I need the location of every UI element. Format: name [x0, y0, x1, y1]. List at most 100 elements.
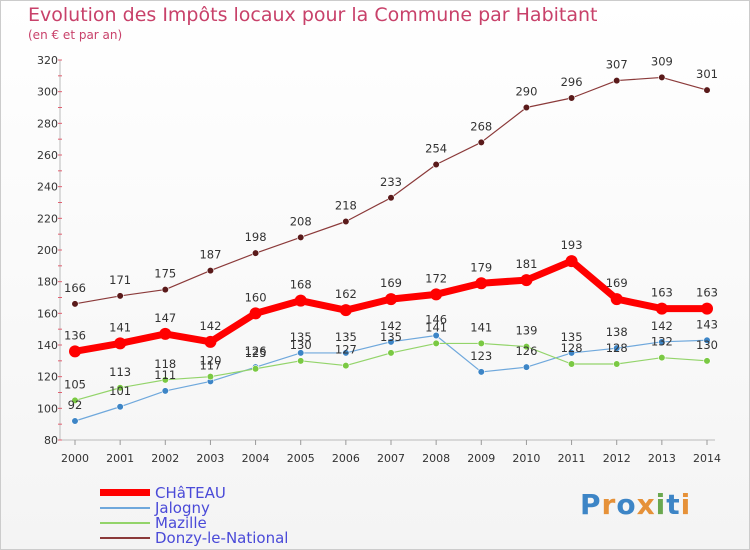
data-label: 172	[425, 271, 447, 285]
data-label: 123	[470, 349, 492, 363]
y-tick-label: 300	[37, 86, 58, 99]
data-point	[658, 354, 666, 362]
data-point	[116, 292, 124, 300]
axes: 80 100 120 140 160 180 200 220 240 260 280 300 320 20…	[37, 54, 721, 465]
data-point	[339, 304, 352, 317]
data-point	[385, 293, 397, 306]
data-label: 135	[335, 330, 357, 344]
legend-swatch	[100, 522, 150, 524]
y-tick-label: 280	[37, 117, 58, 130]
data-label: 296	[561, 75, 583, 89]
y-tick-label: 160	[37, 307, 58, 320]
data-point	[251, 249, 260, 257]
data-point	[161, 285, 169, 294]
data-point	[703, 336, 711, 344]
logo-letter: x	[636, 488, 656, 521]
data-label: 168	[290, 278, 312, 292]
logo-letter: o	[616, 488, 637, 521]
data-point	[116, 403, 124, 411]
data-label: 128	[606, 341, 628, 355]
data-label: 218	[335, 199, 357, 213]
data-label: 169	[606, 276, 628, 290]
logo-letter: i	[680, 488, 692, 521]
x-tick-label: 2010	[512, 452, 540, 465]
data-label: 141	[425, 320, 447, 334]
legend-swatch	[100, 507, 150, 509]
y-tick-label: 320	[37, 54, 58, 67]
legend-label: Mazille	[155, 514, 207, 532]
y-tick-label: 240	[37, 181, 58, 194]
logo-letter: i	[655, 488, 667, 521]
x-tick-label: 2011	[558, 452, 586, 465]
data-label: 135	[380, 330, 402, 344]
data-label: 128	[561, 341, 583, 355]
data-label: 136	[64, 328, 86, 342]
data-label: 113	[109, 365, 131, 379]
data-point	[477, 138, 485, 146]
data-point	[297, 357, 305, 365]
data-label: 290	[515, 85, 537, 99]
legend-swatch	[100, 537, 150, 539]
legend-swatch	[100, 489, 150, 496]
x-tick-label: 2002	[151, 452, 179, 465]
data-point	[387, 349, 395, 357]
x-tick-label: 2001	[106, 452, 134, 465]
data-label: 307	[606, 58, 628, 72]
data-point	[206, 373, 215, 381]
data-point	[613, 360, 621, 368]
y-tick-label: 140	[37, 339, 58, 352]
data-point	[432, 339, 440, 348]
data-label: 208	[290, 214, 312, 228]
y-tick-label: 200	[37, 244, 58, 257]
data-label: 169	[380, 276, 402, 290]
data-label: 141	[470, 320, 492, 334]
data-point	[567, 94, 576, 102]
data-label: 147	[154, 311, 176, 325]
x-tick-label: 2007	[377, 452, 405, 465]
data-point	[658, 338, 666, 346]
data-point	[342, 349, 350, 357]
data-point	[701, 302, 713, 315]
data-label: 141	[109, 320, 131, 334]
data-point	[251, 365, 260, 373]
series-lines	[69, 73, 713, 425]
data-label: 135	[290, 330, 312, 344]
data-label: 130	[696, 338, 718, 352]
data-point	[477, 368, 485, 376]
data-point	[116, 384, 124, 392]
data-label: 163	[651, 286, 673, 300]
data-point	[297, 349, 305, 357]
x-tick-label: 2012	[603, 452, 631, 465]
data-label: 126	[245, 344, 267, 358]
data-label: 92	[68, 398, 83, 412]
data-label: 268	[470, 119, 492, 133]
data-label: 105	[64, 377, 86, 391]
data-label: 132	[651, 335, 673, 349]
data-label: 175	[154, 267, 176, 281]
data-label: 111	[154, 368, 176, 382]
data-point	[159, 327, 172, 340]
data-point	[432, 331, 440, 340]
legend-label: Donzy-le-National	[155, 529, 289, 547]
data-point	[71, 300, 79, 308]
data-label: 181	[515, 257, 537, 271]
data-point	[567, 360, 576, 368]
y-tick-label: 260	[37, 149, 58, 162]
y-tick-label: 80	[44, 434, 58, 447]
data-point	[204, 335, 217, 348]
data-point	[430, 288, 443, 301]
data-label: 254	[425, 142, 447, 156]
data-point	[71, 396, 79, 405]
data-point	[522, 103, 531, 112]
data-point	[703, 86, 711, 94]
data-point	[520, 274, 533, 287]
data-point	[565, 255, 578, 268]
x-tick-label: 2013	[648, 452, 676, 465]
data-label: 135	[561, 330, 583, 344]
data-label: 142	[199, 319, 221, 333]
data-label: 101	[109, 384, 131, 398]
chart-subtitle: (en € et par an)	[28, 28, 123, 42]
legend-label: Jalogny	[155, 499, 210, 517]
